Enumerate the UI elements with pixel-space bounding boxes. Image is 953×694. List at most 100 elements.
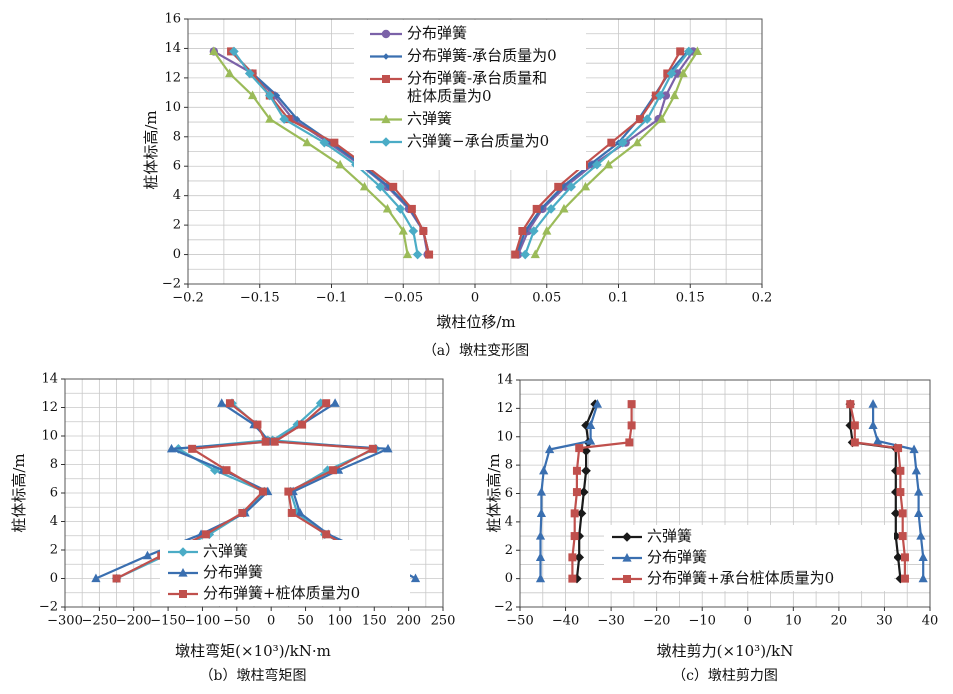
data-point xyxy=(535,573,546,583)
data-point xyxy=(258,487,267,496)
y-tick-label: 4 xyxy=(505,514,513,529)
data-point xyxy=(580,181,591,191)
data-point xyxy=(261,437,270,446)
data-point xyxy=(572,466,581,475)
data-point xyxy=(542,226,552,235)
data-point xyxy=(293,115,301,123)
y-tick-label: 4 xyxy=(50,514,58,529)
x-tick-label: 0 xyxy=(744,614,752,629)
legend-label: 分布弹簧 xyxy=(203,563,263,581)
data-point xyxy=(410,573,421,583)
data-point xyxy=(398,226,408,235)
y-tick-label: 2 xyxy=(173,218,181,233)
data-point xyxy=(661,91,671,100)
data-point xyxy=(684,46,694,57)
data-point xyxy=(894,444,903,453)
y-tick-label: 2 xyxy=(50,543,58,558)
y-tick-label: 2 xyxy=(505,543,513,558)
legend-swatch-marker xyxy=(178,568,188,577)
data-point xyxy=(627,421,636,430)
data-point xyxy=(570,532,579,541)
data-point xyxy=(678,68,688,78)
data-point xyxy=(900,553,909,562)
data-point xyxy=(407,204,416,213)
series-line-left xyxy=(539,403,599,579)
x-tick-label: 0 xyxy=(267,614,275,629)
legend-label: 分布弹簧 xyxy=(647,548,707,566)
x-tick-label: 150 xyxy=(362,614,387,629)
data-point xyxy=(302,137,312,147)
panel-c: −50 −40 −30 −20 −10 0 10 20 30 40−202468101214墩柱剪… xyxy=(485,373,938,685)
data-point xyxy=(642,114,652,124)
legend-swatch-marker xyxy=(179,590,187,598)
legend-swatch-marker xyxy=(381,114,391,124)
data-point xyxy=(916,531,926,540)
y-tick-label: 0 xyxy=(173,247,181,262)
y-tick-label: −2 xyxy=(494,600,513,615)
data-point xyxy=(330,138,339,147)
data-point xyxy=(535,531,546,540)
panel-a: −0.2 −0.15 −0.1 −0.05 0 0.05 0.1 0.15 0.2 −2 0 2 4 6 8… xyxy=(142,12,772,360)
data-point xyxy=(607,138,616,147)
data-point xyxy=(210,465,220,475)
data-point xyxy=(375,182,386,192)
data-point xyxy=(572,488,581,497)
y-tick-label: 6 xyxy=(173,159,181,174)
data-point xyxy=(335,159,345,169)
data-point xyxy=(581,446,591,456)
x-tick-label: 10 xyxy=(785,614,802,629)
series-line-right xyxy=(849,403,907,579)
x-tick-label: 0.05 xyxy=(532,291,561,306)
data-point xyxy=(586,436,596,445)
legend-swatch-marker xyxy=(623,575,631,583)
data-point xyxy=(91,573,101,583)
y-tick-label: 0 xyxy=(505,571,513,586)
legend-label-line: 分布弹簧-承台质量和 xyxy=(407,69,547,87)
data-point xyxy=(319,137,330,148)
y-tick-label: 12 xyxy=(41,400,58,415)
data-point xyxy=(581,420,591,431)
data-point xyxy=(891,508,901,519)
data-point xyxy=(270,437,279,446)
data-point xyxy=(530,249,540,259)
data-point xyxy=(868,420,878,429)
x-tick-label: −20 xyxy=(643,614,670,629)
x-tick-label: −200 xyxy=(116,614,152,629)
data-point xyxy=(222,466,231,475)
data-point xyxy=(655,90,665,101)
series-line-right xyxy=(514,50,682,255)
data-point xyxy=(576,508,587,519)
legend-background xyxy=(354,20,586,170)
data-point xyxy=(850,421,859,430)
data-point xyxy=(142,550,153,560)
legend-swatch-marker xyxy=(178,547,188,557)
legend-label: 六弹簧 xyxy=(407,110,452,128)
data-point xyxy=(669,90,680,100)
data-point xyxy=(850,438,859,447)
data-point xyxy=(539,465,549,475)
y-axis-label: 桩体标高/m xyxy=(142,110,160,189)
data-point xyxy=(287,508,296,517)
data-point xyxy=(188,444,197,453)
panel-caption: （b）墩柱弯矩图 xyxy=(200,667,307,684)
x-axis-label: 墩柱弯矩(×10³)/kN·m xyxy=(175,642,331,660)
data-point xyxy=(914,508,924,517)
data-point xyxy=(368,444,377,453)
data-point xyxy=(295,507,305,517)
x-tick-label: −0.15 xyxy=(240,291,280,306)
data-point xyxy=(914,487,924,496)
data-point xyxy=(581,466,591,476)
y-tick-label: 8 xyxy=(50,457,58,472)
data-point xyxy=(247,90,258,100)
x-tick-label: −30 xyxy=(597,614,624,629)
data-point xyxy=(636,115,645,124)
data-point xyxy=(217,398,227,407)
data-point xyxy=(898,509,907,518)
data-point xyxy=(322,399,331,408)
data-point xyxy=(330,398,340,407)
series-line-left xyxy=(212,50,409,255)
y-axis-label: 桩体标高/m xyxy=(10,453,28,532)
data-point xyxy=(244,68,255,79)
